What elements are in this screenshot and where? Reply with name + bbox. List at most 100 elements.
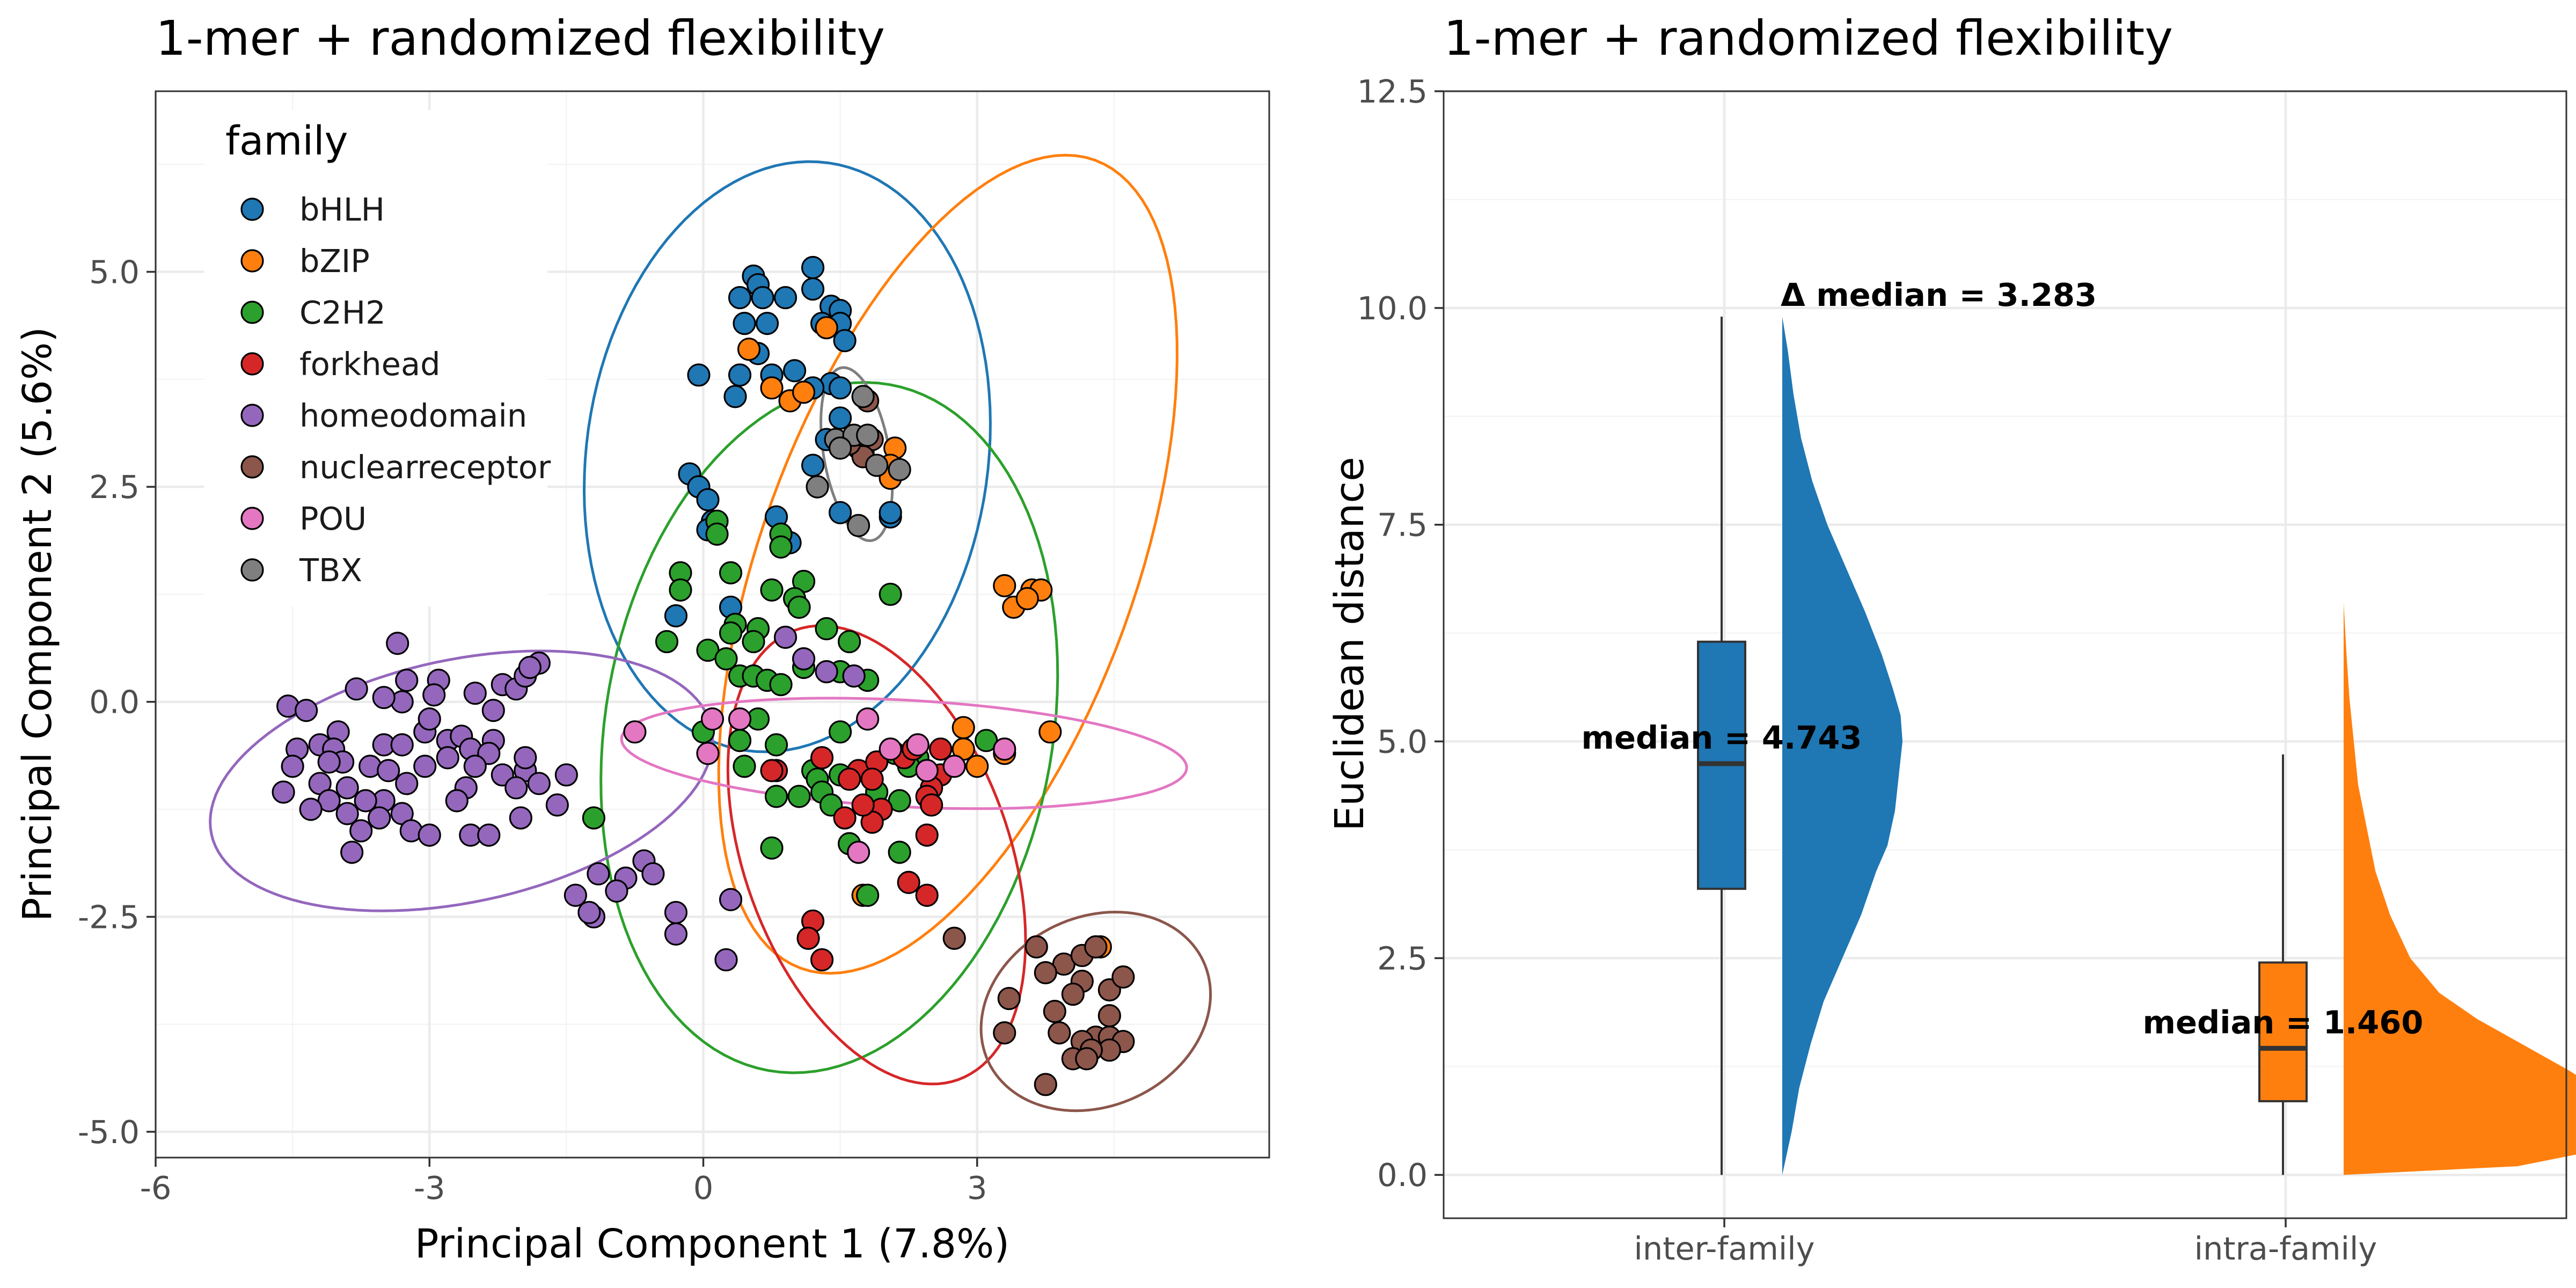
right-marks: median = 4.743 median = 1.460 bbox=[1582, 317, 2576, 1175]
y-tick-label: 2.5 bbox=[1377, 940, 1428, 977]
legend-title: family bbox=[225, 118, 348, 164]
x-tick-label: -6 bbox=[140, 1169, 172, 1206]
point-forkhead bbox=[760, 759, 784, 782]
point-homeodomain bbox=[299, 797, 323, 821]
point-homeodomain bbox=[664, 901, 688, 924]
point-bZIP bbox=[737, 338, 761, 361]
point-forkhead bbox=[796, 926, 820, 950]
point-homeodomain bbox=[792, 647, 816, 671]
left-x-axis-title: Principal Component 1 (7.8%) bbox=[415, 1221, 1009, 1267]
point-homeodomain bbox=[413, 755, 437, 778]
point-homeodomain bbox=[418, 707, 441, 731]
point-homeodomain bbox=[372, 686, 396, 709]
point-forkhead bbox=[860, 767, 884, 791]
y-tick-label: 10.0 bbox=[1357, 290, 1428, 327]
point-homeodomain bbox=[345, 677, 368, 701]
point-homeodomain bbox=[545, 793, 569, 817]
point-POU bbox=[856, 707, 880, 731]
point-homeodomain bbox=[481, 699, 505, 722]
point-bZIP bbox=[952, 716, 975, 740]
point-bHLH bbox=[664, 604, 688, 628]
point-forkhead bbox=[897, 870, 920, 894]
y-tick-label: 7.5 bbox=[1377, 507, 1428, 544]
point-homeodomain bbox=[587, 862, 610, 885]
point-homeodomain bbox=[477, 823, 501, 847]
point-C2H2 bbox=[705, 522, 729, 546]
point-nuclearreceptor bbox=[997, 986, 1021, 1011]
point-C2H2 bbox=[764, 733, 788, 757]
point-homeodomain bbox=[714, 948, 738, 972]
point-bHLH bbox=[829, 406, 852, 430]
point-bHLH bbox=[733, 312, 756, 335]
point-forkhead bbox=[851, 793, 875, 817]
point-homeodomain bbox=[815, 660, 838, 684]
point-homeodomain bbox=[509, 806, 532, 830]
point-bHLH bbox=[829, 376, 852, 400]
point-C2H2 bbox=[888, 840, 911, 864]
point-bHLH bbox=[723, 385, 747, 408]
point-bZIP bbox=[792, 380, 816, 404]
point-homeodomain bbox=[368, 806, 391, 830]
point-homeodomain bbox=[842, 664, 866, 688]
point-C2H2 bbox=[728, 729, 752, 752]
point-homeodomain bbox=[719, 888, 743, 911]
point-C2H2 bbox=[719, 621, 743, 645]
point-bZIP bbox=[760, 376, 784, 400]
point-POU bbox=[906, 733, 930, 757]
point-bHLH bbox=[773, 286, 797, 310]
point-bHLH bbox=[833, 329, 857, 353]
point-POU bbox=[696, 742, 720, 765]
legend-label-forkhead: forkhead bbox=[299, 346, 441, 383]
point-bHLH bbox=[801, 277, 825, 301]
point-C2H2 bbox=[760, 836, 784, 860]
point-homeodomain bbox=[386, 632, 409, 655]
ellipse-nuclearreceptor bbox=[979, 910, 1212, 1113]
point-homeodomain bbox=[514, 746, 537, 770]
point-homeodomain bbox=[564, 883, 587, 907]
point-forkhead bbox=[915, 883, 939, 907]
point-bHLH bbox=[751, 286, 774, 310]
point-C2H2 bbox=[838, 630, 861, 654]
y-tick-label: 12.5 bbox=[1357, 73, 1428, 110]
point-homeodomain bbox=[577, 901, 601, 924]
point-nuclearreceptor bbox=[942, 926, 966, 950]
legend-label-C2H2: C2H2 bbox=[299, 294, 386, 331]
point-nuclearreceptor bbox=[1061, 982, 1085, 1006]
point-TBX bbox=[851, 385, 875, 408]
ellipse-bHLH bbox=[582, 160, 992, 753]
legend-label-bZIP: bZIP bbox=[299, 243, 370, 280]
point-C2H2 bbox=[764, 785, 788, 808]
legend-key-nuclearreceptor bbox=[240, 455, 264, 479]
point-C2H2 bbox=[582, 806, 605, 830]
median-label-intra-family: median = 1.460 bbox=[2143, 1004, 2424, 1041]
ellipse-bZIP bbox=[717, 153, 1179, 975]
x-tick-label: intra-family bbox=[2194, 1230, 2377, 1267]
point-bZIP bbox=[1038, 720, 1062, 744]
legend-label-bHLH: bHLH bbox=[299, 191, 385, 228]
point-POU bbox=[915, 759, 939, 782]
point-bHLH bbox=[829, 501, 852, 524]
point-homeodomain bbox=[773, 625, 797, 649]
y-tick-label: 2.5 bbox=[89, 469, 140, 506]
point-C2H2 bbox=[669, 578, 692, 602]
density-inter-family bbox=[1782, 317, 1902, 1175]
point-bZIP bbox=[965, 755, 989, 778]
point-homeodomain bbox=[664, 922, 688, 946]
point-bHLH bbox=[728, 363, 752, 387]
point-forkhead bbox=[920, 793, 943, 817]
delta-median-annotation: Δ median = 3.283 bbox=[1781, 276, 2097, 313]
point-nuclearreceptor bbox=[1024, 935, 1048, 959]
y-tick-label: -2.5 bbox=[78, 898, 140, 935]
right-axis-ticks: inter-family intra-family 0.0 2.5 5.0 7.5 10.0… bbox=[1357, 73, 2377, 1267]
point-forkhead bbox=[810, 746, 834, 770]
legend: family bHLH bZIP C2H2 forkhead homeodomain nu… bbox=[204, 110, 551, 606]
legend-key-TBX bbox=[240, 558, 264, 582]
point-homeodomain bbox=[641, 862, 665, 885]
point-bZIP bbox=[1015, 587, 1039, 611]
point-forkhead bbox=[833, 806, 857, 830]
point-C2H2 bbox=[719, 561, 743, 584]
point-bHLH bbox=[696, 488, 720, 511]
box-intra-family bbox=[2258, 961, 2308, 1102]
point-forkhead bbox=[838, 767, 861, 791]
point-TBX bbox=[806, 475, 829, 499]
